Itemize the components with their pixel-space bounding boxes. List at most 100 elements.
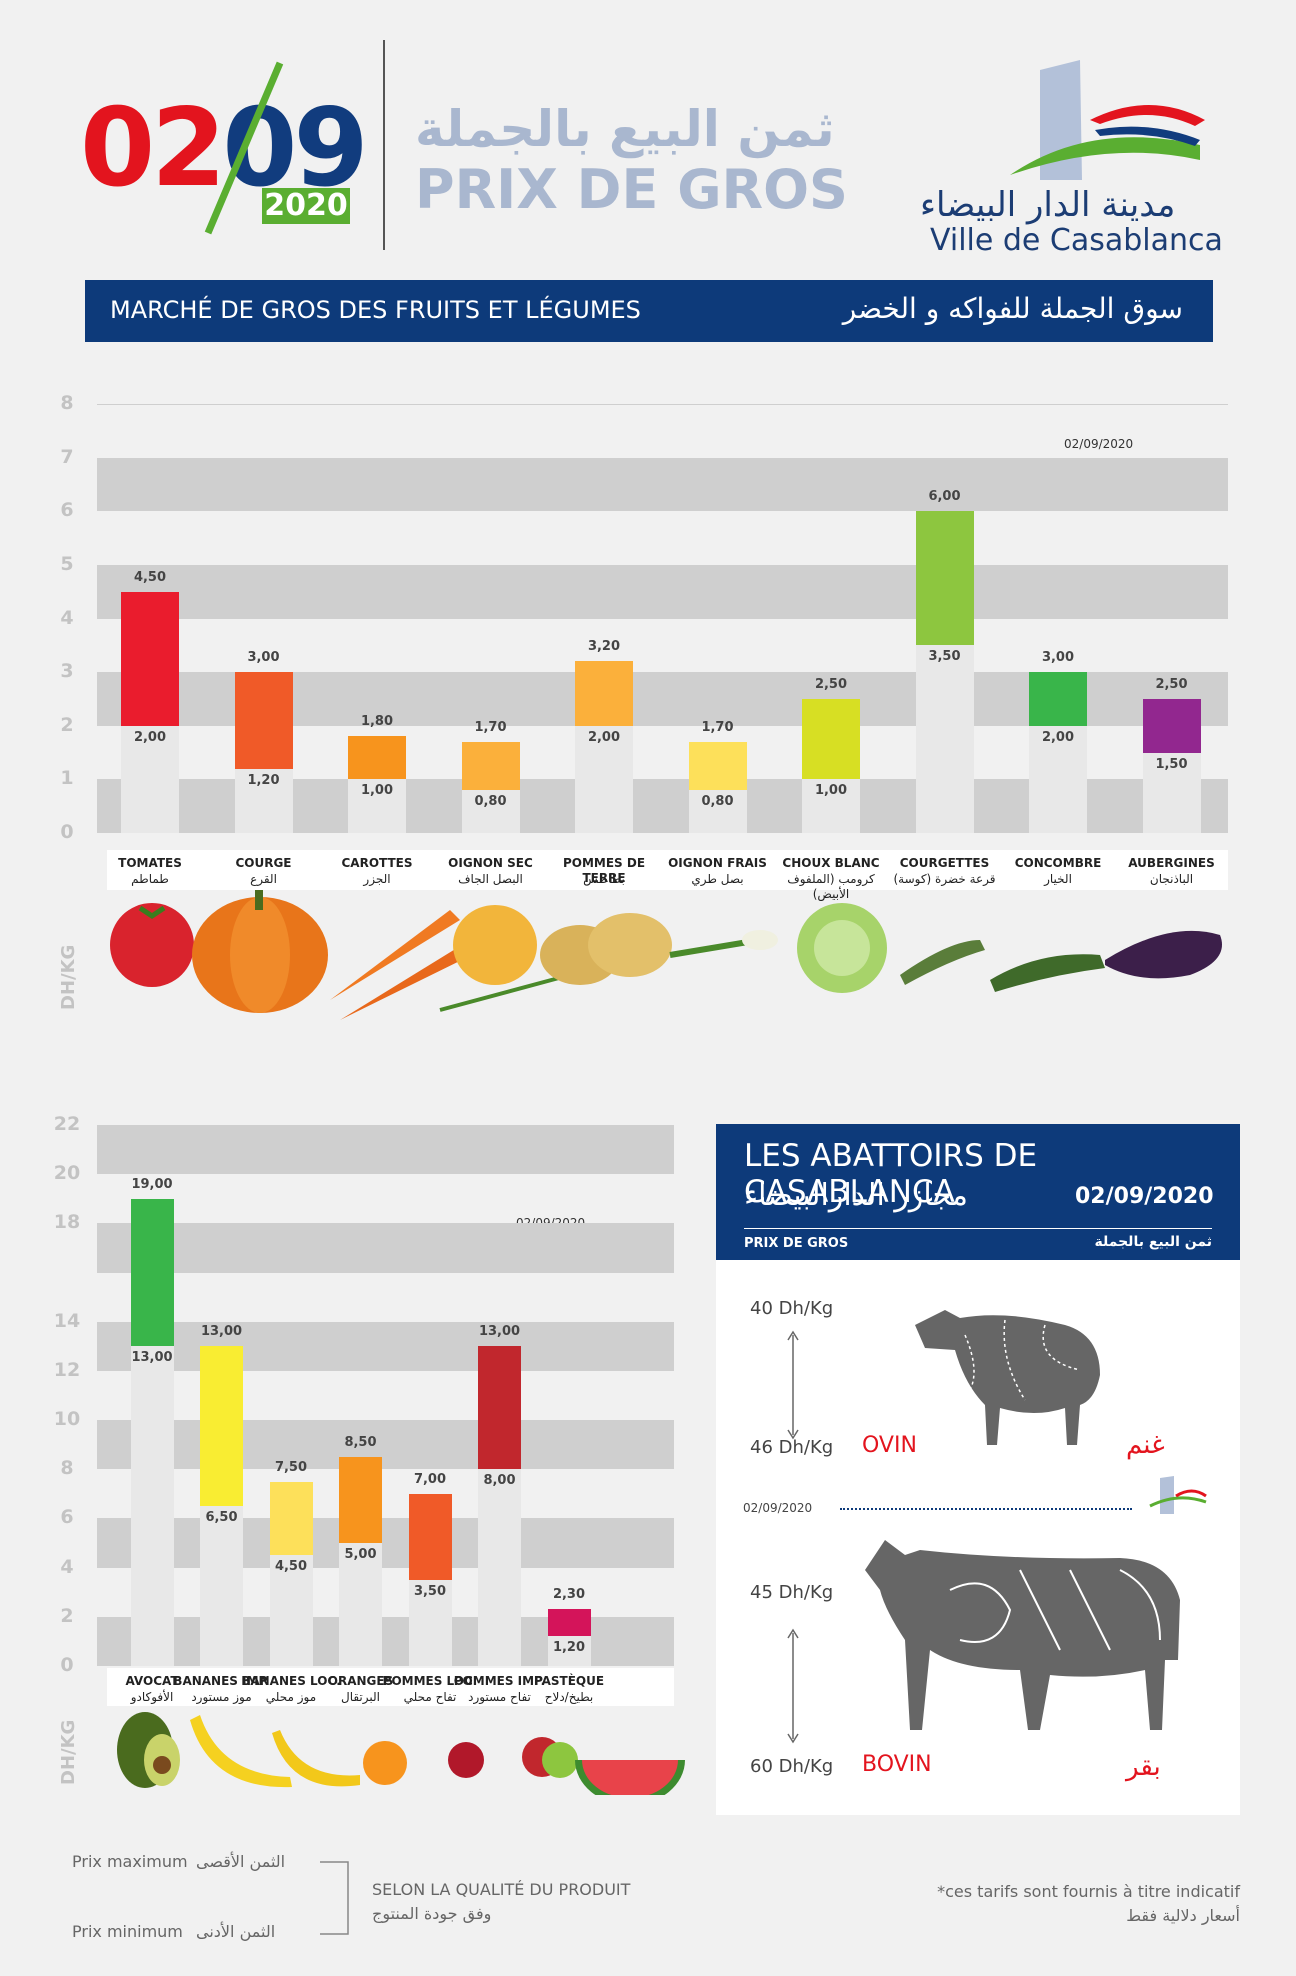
abattoirs-dotted-divider bbox=[840, 1508, 1132, 1510]
chart2-category-label: PASTÈQUE bbox=[533, 1674, 605, 1688]
chart1-min-bar bbox=[348, 779, 406, 833]
market-title-arabic: سوق الجملة للفواكه و الخضر bbox=[842, 292, 1183, 325]
city-name-french: Ville de Casablanca bbox=[930, 223, 1223, 258]
chart1-category-label: COURGETTES bbox=[899, 856, 990, 870]
chart2-min-bar bbox=[547, 1636, 591, 1666]
ovin-max-price: 46 Dh/Kg bbox=[750, 1437, 834, 1458]
chart2-category-label: AVOCAT bbox=[125, 1674, 179, 1688]
abattoirs-sub-french: PRIX DE GROS bbox=[744, 1236, 849, 1251]
chart1-category-label: CONCOMBRE bbox=[1014, 856, 1102, 870]
chart2-min-label: 5,00 bbox=[344, 1547, 377, 1563]
abattoirs-logo-icon bbox=[1149, 1476, 1207, 1514]
chart1-min-bar bbox=[1142, 752, 1201, 833]
chart2-y-tick: 2 bbox=[60, 1604, 74, 1627]
chart1-y-tick: 2 bbox=[60, 713, 74, 736]
chart1-min-label: 1,50 bbox=[1155, 756, 1188, 772]
chart1-category-label-arabic: الباذنجان bbox=[1149, 872, 1194, 886]
chart2-unit-label: DH/KG bbox=[58, 1719, 79, 1785]
chart1-max-label: 3,00 bbox=[1041, 650, 1075, 666]
abattoirs-date: 02/09/2020 bbox=[1075, 1184, 1214, 1209]
chart2-category-label-arabic: موز مستورد bbox=[191, 1690, 252, 1704]
chart2-y-tick: 0 bbox=[60, 1654, 74, 1676]
chart1-max-label: 4,50 bbox=[133, 569, 167, 585]
legend-bracket-icon bbox=[320, 1861, 349, 1935]
chart1-category-label-arabic: البصل الجاف bbox=[458, 872, 523, 886]
chart1-range-bar bbox=[348, 736, 406, 780]
chart2-category-label: BANANES LOC. bbox=[241, 1674, 341, 1688]
abattoirs-stamp: 02/09/2020 bbox=[743, 1501, 813, 1515]
chart1-min-label: 2,00 bbox=[587, 729, 621, 745]
chart2-max-label: 2,30 bbox=[552, 1587, 586, 1603]
chart1-min-label: 3,50 bbox=[928, 649, 961, 665]
chart1-max-label: 2,50 bbox=[1155, 676, 1188, 692]
chart2-max-label: 19,00 bbox=[131, 1176, 173, 1192]
date-year: 2020 bbox=[262, 188, 350, 224]
chart1-min-bar bbox=[461, 790, 520, 833]
cabbage-icon bbox=[797, 903, 887, 993]
chart2-min-bar bbox=[408, 1579, 452, 1666]
chart2-category-label: POMMES LOC. bbox=[382, 1674, 478, 1688]
chart1-min-label: 2,00 bbox=[1041, 729, 1075, 745]
chart1-max-label: 6,00 bbox=[928, 489, 961, 505]
chart1-min-label: 0,80 bbox=[474, 794, 507, 810]
chart2-category-label-arabic: الأفوكادو bbox=[130, 1690, 174, 1704]
chart1-category-label: TOMATES bbox=[118, 856, 182, 870]
chart1-range-bar bbox=[121, 591, 179, 726]
chart1-category-label: POMMES DE TERRE bbox=[562, 856, 646, 885]
chart1-category-label-arabic: كرومب (الملفوف الأبيض) bbox=[787, 872, 875, 901]
chart1-range-bar bbox=[802, 698, 860, 780]
chart1-min-label: 1,00 bbox=[814, 783, 848, 799]
chart1-category-label: CAROTTES bbox=[341, 856, 413, 870]
chart2-category-label: BANANES IMP. bbox=[173, 1674, 270, 1688]
chart1-y-tick: 0 bbox=[60, 821, 74, 843]
ovin-range-arrow-icon bbox=[787, 1330, 799, 1440]
chart2-min-bar bbox=[130, 1346, 174, 1666]
chart1-category-label-arabic: طماطم bbox=[131, 872, 169, 886]
chart2-y-tick: 8 bbox=[60, 1457, 74, 1480]
chart1-y-tick: 6 bbox=[60, 499, 74, 522]
legend-max-arabic: الثمن الأقصى bbox=[196, 1852, 286, 1871]
chart2-range-bar bbox=[339, 1456, 382, 1544]
chart1-min-bar bbox=[575, 725, 633, 833]
chart1-range-bar bbox=[575, 661, 633, 726]
tomato-icon bbox=[110, 903, 194, 987]
chart2-category-label-arabic: تفاح محلي bbox=[403, 1690, 457, 1704]
title-arabic: ثمن البيع بالجملة bbox=[415, 100, 835, 158]
chart2-y-tick: 14 bbox=[53, 1309, 81, 1332]
ovin-min-price: 40 Dh/Kg bbox=[750, 1298, 834, 1319]
eggplant-icon bbox=[1105, 930, 1222, 979]
chart2-category-label-arabic: تفاح مستورد bbox=[468, 1690, 531, 1704]
chart1-date-stamp: 02/09/2020 bbox=[1064, 437, 1134, 451]
legend-min-arabic: الثمن الأدنى bbox=[196, 1922, 276, 1941]
chart2-max-label: 7,50 bbox=[274, 1459, 308, 1475]
chart2-grid-band bbox=[97, 1420, 674, 1470]
chart1-category-strip bbox=[107, 850, 1228, 890]
chart2-y-tick: 6 bbox=[60, 1506, 74, 1529]
cucumber-icon bbox=[990, 954, 1105, 992]
chart1-min-label: 1,20 bbox=[247, 772, 280, 788]
chart1-max-label: 2,50 bbox=[814, 676, 848, 692]
chart1-max-label: 1,70 bbox=[701, 719, 734, 735]
local-apple-icon bbox=[448, 1742, 484, 1778]
chart1-range-bar bbox=[1142, 698, 1201, 753]
chart1-unit-label: DH/KG bbox=[58, 944, 79, 1010]
fruits-illustration bbox=[117, 1712, 685, 1795]
legend-quality-arabic: وفق جودة المنتوج bbox=[372, 1904, 492, 1923]
chart1-y-tick: 4 bbox=[60, 606, 74, 629]
chart1-min-bar bbox=[121, 725, 179, 833]
chart1-y-tick: 8 bbox=[60, 392, 74, 414]
chart2-range-bar bbox=[269, 1481, 313, 1556]
chart2-category-label: POMMES IMP. bbox=[453, 1674, 546, 1688]
potatoes-icon bbox=[540, 913, 672, 985]
chart1-grid-band bbox=[97, 564, 1228, 619]
chart2-min-bar bbox=[200, 1506, 243, 1666]
chart1-min-label: 2,00 bbox=[133, 729, 167, 745]
ovin-label-french: OVIN bbox=[862, 1433, 917, 1458]
chart1-category-label-arabic: قرعة خضرة (كوسة) bbox=[893, 872, 996, 886]
chart1-category-label-arabic: بطاطس bbox=[583, 872, 625, 886]
chart1-category-label-arabic: الخيار bbox=[1044, 872, 1072, 886]
chart2-category-label-arabic: موز محلي bbox=[265, 1690, 317, 1704]
sheep-icon bbox=[915, 1310, 1100, 1445]
date-day: 02 bbox=[80, 86, 226, 211]
chart1-range-bar bbox=[461, 741, 520, 791]
